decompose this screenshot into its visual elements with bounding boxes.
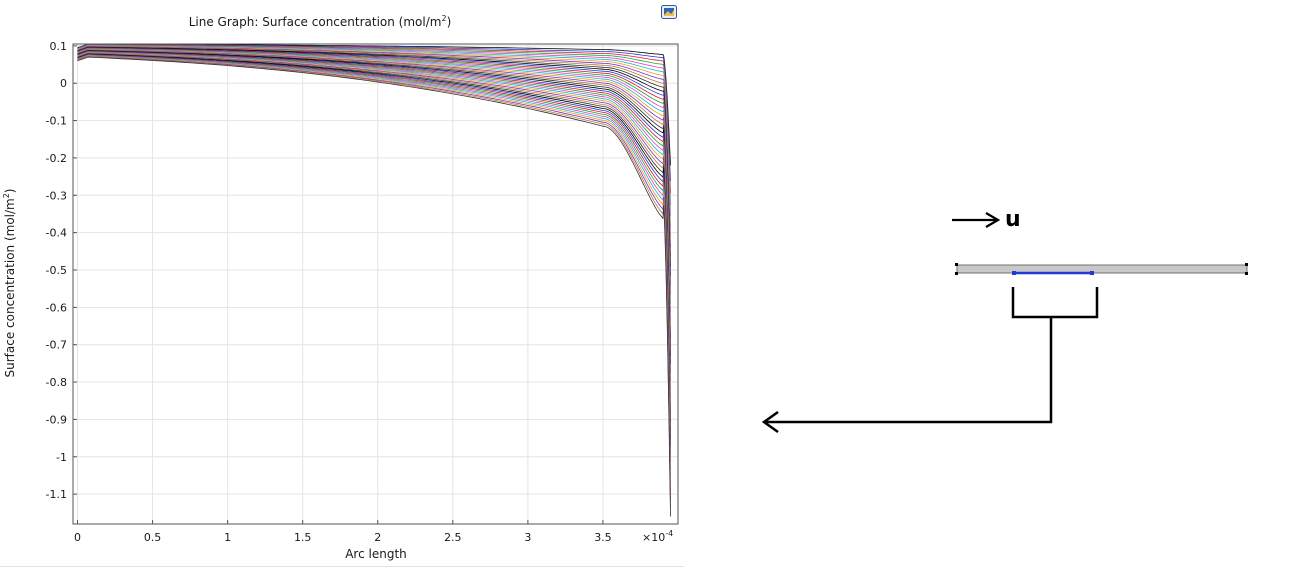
series-line [77, 46, 671, 267]
y-tick-label: -0.7 [46, 339, 67, 352]
series-line [77, 49, 671, 348]
x-tick-label: 3 [524, 531, 531, 544]
x-tick-label: 2 [374, 531, 381, 544]
x-tick-label: 2.5 [444, 531, 462, 544]
series-line [77, 53, 671, 439]
y-tick-labels: 0.1 0 -0.1 -0.2 -0.3 -0.4 -0.5 -0.6 -0.7 -0.8 -0.9… [46, 40, 67, 501]
series-line [77, 45, 671, 227]
series-line [77, 56, 671, 509]
reactive-boundary-start-point [1012, 271, 1016, 275]
series-line [77, 54, 671, 463]
series-line [77, 53, 671, 447]
channel-bar [956, 264, 1248, 274]
x-tick-label: 0 [74, 531, 81, 544]
y-tick-label: -1 [56, 451, 67, 464]
series-line [77, 56, 671, 517]
grid [73, 44, 678, 524]
series-line [77, 47, 671, 304]
y-tick-label: -1.1 [46, 488, 67, 501]
y-tick-label: -0.1 [46, 115, 67, 128]
series-line [77, 48, 671, 313]
y-tick-label: 0.1 [50, 40, 68, 53]
line-chart: Line Graph: Surface concentration (mol/m… [2, 14, 679, 561]
series-line [77, 52, 671, 415]
x-tick-label: 1.5 [294, 531, 312, 544]
series-line [77, 51, 671, 390]
series-line [77, 51, 671, 407]
flow-arrow [952, 212, 1001, 228]
boundary-bracket [1011, 287, 1099, 319]
series-line [77, 45, 671, 247]
series-line [77, 44, 671, 194]
y-tick-label: -0.8 [46, 376, 67, 389]
series-line [77, 54, 671, 471]
series-line [77, 50, 671, 365]
y-tick-label: -0.5 [46, 264, 67, 277]
series-line [77, 49, 671, 356]
x-tick-labels: 0 0.5 1 1.5 2 2.5 3 3.5 [74, 531, 612, 544]
series-line [77, 50, 671, 382]
reactive-boundary-end-point [1090, 271, 1094, 275]
series-line [77, 47, 671, 295]
series-line [77, 44, 671, 206]
export-image-icon[interactable] [661, 5, 677, 20]
series-group [77, 43, 671, 517]
series-line [77, 49, 671, 339]
series-line [77, 48, 671, 322]
series-line [77, 46, 671, 257]
series-line [77, 52, 671, 423]
y-tick-label: -0.9 [46, 413, 67, 426]
series-line [77, 50, 671, 373]
series-line [77, 55, 671, 494]
chart-title: Line Graph: Surface concentration (mol/m… [189, 14, 452, 29]
series-line [77, 55, 671, 486]
series-line [77, 48, 671, 331]
x-tick-label: 1 [224, 531, 231, 544]
y-axis-title: Surface concentration (mol/m2) [2, 188, 17, 377]
x-scale-multiplier: ×10-4 [642, 529, 673, 544]
series-line [77, 53, 671, 455]
x-tick-label: 0.5 [144, 531, 162, 544]
flow-velocity-label: u [1005, 207, 1021, 232]
flow-schematic: u [761, 207, 1248, 434]
y-tick-label: -0.6 [46, 301, 67, 314]
series-line [77, 51, 671, 398]
channel-corner-points [955, 263, 1248, 275]
y-tick-label: -0.2 [46, 152, 67, 165]
series-line [77, 43, 671, 182]
x-axis-title: Arc length [345, 547, 407, 561]
series-line [77, 55, 671, 502]
y-tick-label: 0 [60, 77, 67, 90]
leader-arrowhead [761, 410, 779, 434]
series-line [77, 52, 671, 431]
series-line [77, 45, 671, 237]
panel-divider [0, 566, 684, 567]
x-tick-label: 3.5 [594, 531, 612, 544]
series-line [77, 54, 671, 478]
series-line [77, 46, 671, 276]
series-line [77, 44, 671, 217]
leader-line [766, 317, 1053, 424]
series-line [77, 47, 671, 286]
plot-frame [72, 43, 679, 525]
series-line [77, 43, 671, 166]
y-tick-label: -0.3 [46, 189, 67, 202]
y-tick-label: -0.4 [46, 227, 67, 240]
